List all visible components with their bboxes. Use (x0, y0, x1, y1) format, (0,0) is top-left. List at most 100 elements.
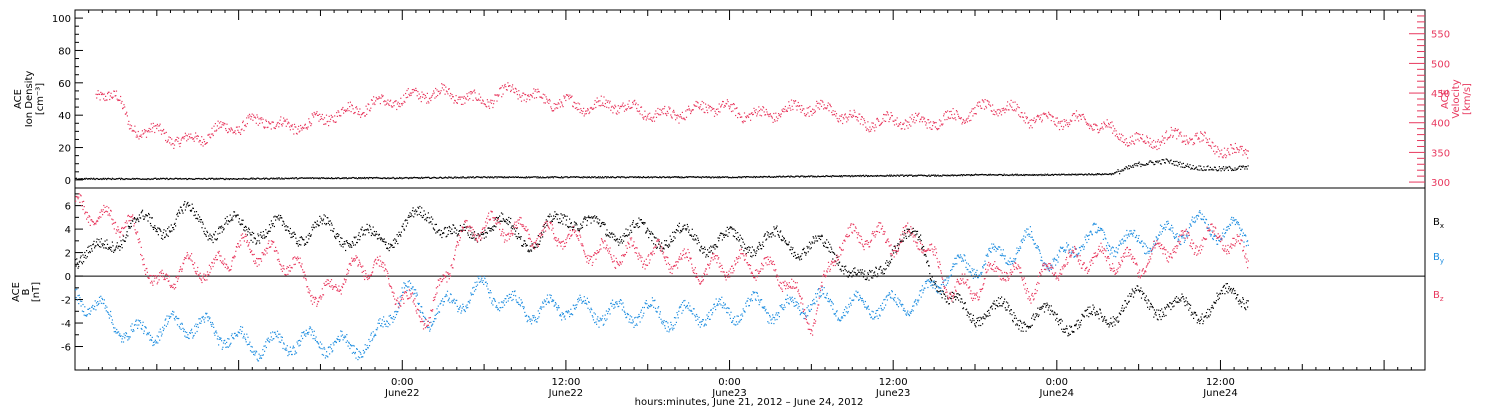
density-point (263, 177, 265, 179)
bx-point (289, 232, 291, 235)
velocity-point (1182, 140, 1184, 142)
velocity-point (760, 108, 762, 110)
bx-point (929, 273, 931, 275)
density-point (1143, 164, 1145, 166)
velocity-point (106, 99, 108, 101)
velocity-point (675, 114, 677, 117)
bx-point (684, 224, 686, 226)
density-point (998, 173, 1000, 176)
bx-point (844, 268, 846, 270)
velocity-point (514, 87, 516, 89)
velocity-point (591, 108, 593, 110)
density-point (601, 176, 604, 178)
density-point (1003, 173, 1005, 175)
velocity-point (611, 105, 613, 107)
velocity-point (711, 106, 713, 109)
density-point (705, 176, 707, 178)
density-point (172, 178, 174, 180)
bx-point (818, 235, 820, 237)
velocity-point (1234, 151, 1236, 153)
bx-point (519, 238, 522, 240)
bx-point (705, 256, 707, 258)
density-point (257, 177, 259, 179)
density-point (266, 177, 268, 180)
bx-point (274, 215, 276, 217)
density-point (93, 178, 95, 180)
bx-point (438, 229, 441, 231)
bx-point (781, 240, 783, 242)
density-point (433, 176, 435, 178)
density-point (450, 176, 452, 178)
bx-point (467, 232, 469, 234)
velocity-point (115, 95, 117, 97)
bx-point (192, 207, 194, 209)
bx-point (403, 228, 405, 230)
density-point (1094, 174, 1096, 176)
bx-point (681, 230, 683, 232)
bx-point (829, 243, 831, 245)
velocity-point (1148, 145, 1151, 147)
density-point (147, 178, 149, 180)
density-point (278, 177, 280, 179)
velocity-point (323, 123, 325, 125)
velocity-point (551, 110, 553, 112)
density-point (895, 175, 897, 177)
velocity-point (339, 115, 341, 117)
velocity-point (1063, 119, 1065, 121)
velocity-point (445, 90, 448, 92)
bx-point (301, 237, 303, 239)
bx-point (729, 226, 731, 228)
density-point (562, 177, 564, 179)
density-point (403, 177, 406, 179)
bx-point (818, 237, 820, 240)
velocity-point (347, 108, 349, 110)
density-point (871, 175, 874, 177)
velocity-point (733, 103, 735, 106)
bx-point (675, 232, 677, 234)
bx-point (1020, 320, 1022, 323)
density-point (409, 177, 411, 179)
density-point (936, 175, 938, 177)
bx-point (952, 301, 954, 303)
velocity-point (961, 123, 963, 125)
velocity-point (1103, 122, 1106, 124)
bx-point (847, 276, 849, 278)
velocity-point (934, 126, 936, 128)
velocity-point (831, 111, 833, 113)
density-point (714, 176, 716, 178)
bx-point (778, 235, 780, 237)
velocity-point (109, 95, 111, 97)
velocity-point (1090, 126, 1093, 128)
bx-point (1148, 308, 1151, 310)
bx-point (415, 209, 417, 211)
velocity-point (614, 104, 616, 106)
density-point (1213, 169, 1215, 171)
velocity-point (258, 118, 260, 120)
velocity-point (1051, 115, 1053, 117)
velocity-point (136, 134, 138, 136)
velocity-point (677, 115, 679, 117)
density-point (399, 177, 401, 179)
velocity-point (988, 101, 990, 103)
velocity-point (481, 102, 483, 104)
bx-point (934, 282, 936, 285)
density-point (341, 177, 343, 179)
velocity-point (1022, 116, 1024, 118)
bx-point (1146, 302, 1148, 304)
velocity-point (486, 99, 488, 101)
velocity-point (158, 130, 160, 132)
velocity-point (746, 115, 748, 117)
density-point (79, 178, 82, 180)
velocity-point (610, 106, 613, 108)
velocity-point (169, 137, 171, 139)
bx-point (815, 235, 817, 237)
bx-point (936, 290, 938, 292)
velocity-point (506, 89, 508, 91)
density-point (502, 176, 504, 179)
density-point (1181, 163, 1183, 165)
velocity-point (343, 109, 345, 111)
bx-point (1111, 322, 1113, 324)
bx-point (785, 242, 787, 244)
bx-point (745, 253, 747, 255)
velocity-point (895, 119, 897, 121)
